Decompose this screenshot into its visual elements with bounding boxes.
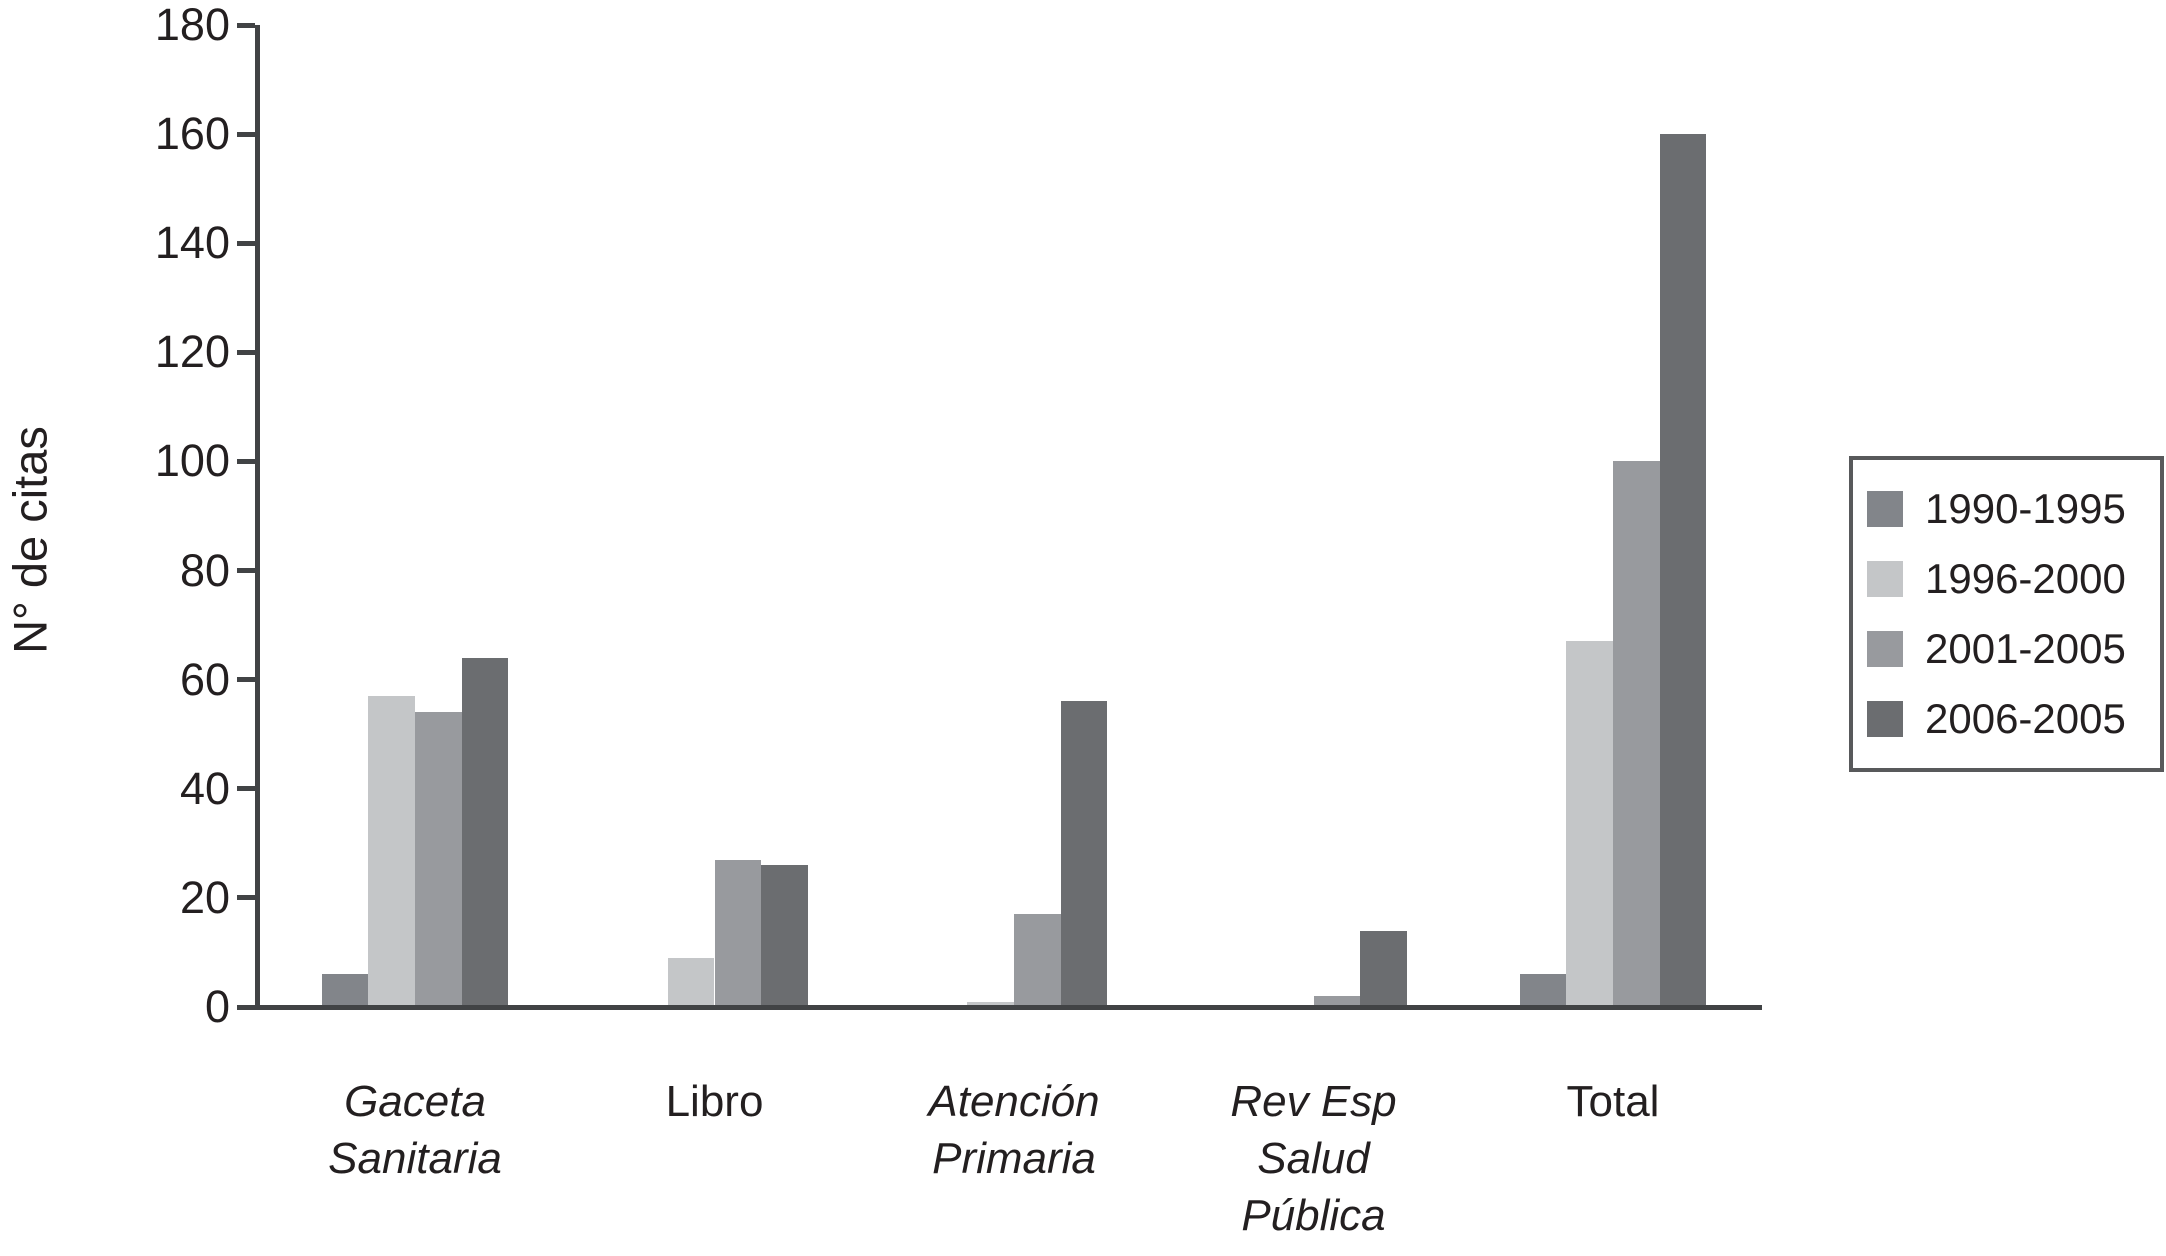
legend-label: 2006-2005	[1925, 695, 2126, 742]
legend-item: 1996-2000	[1867, 558, 2160, 600]
y-tick	[237, 786, 255, 792]
bar	[761, 865, 808, 1009]
y-tick-label: 140	[154, 217, 230, 269]
y-tick-label: 100	[154, 435, 230, 487]
bar	[1566, 641, 1613, 1009]
y-tick-label: 60	[179, 653, 230, 705]
legend-item: 1990-1995	[1867, 488, 2160, 530]
y-tick	[237, 677, 255, 683]
legend-label: 1990-1995	[1925, 485, 2126, 532]
y-tick-label: 160	[154, 108, 230, 160]
bar	[1519, 974, 1567, 1009]
y-tick-label: 0	[204, 981, 230, 1032]
legend-item: 2006-2005	[1867, 698, 2160, 740]
category-label: Rev Esp Salud Pública	[1230, 1077, 1397, 1240]
y-tick-label: 180	[154, 0, 230, 50]
bar	[321, 974, 369, 1009]
y-tick	[237, 458, 255, 464]
bar	[368, 696, 415, 1009]
y-tick-label: 20	[179, 871, 230, 923]
legend-swatch	[1867, 701, 1903, 737]
y-tick	[237, 22, 255, 28]
bar	[461, 657, 509, 1009]
category-label: Libro	[665, 1077, 764, 1126]
y-tick	[237, 240, 255, 246]
bar	[1613, 461, 1660, 1009]
y-tick	[237, 895, 255, 901]
bar	[1060, 701, 1108, 1009]
bar	[667, 957, 715, 1009]
legend-swatch	[1867, 561, 1903, 597]
category-label: Atención Primaria	[928, 1077, 1100, 1183]
bar	[1659, 134, 1707, 1009]
legend-label: 2001-2005	[1925, 625, 2126, 672]
legend-item: 2001-2005	[1867, 628, 2160, 670]
y-axis-line	[255, 25, 260, 1010]
y-tick-label: 80	[179, 544, 230, 596]
x-axis-line	[250, 1005, 1762, 1010]
y-tick-label: 120	[154, 326, 230, 378]
category-label: Gaceta Sanitaria	[328, 1077, 502, 1183]
category-label: Total	[1566, 1077, 1660, 1126]
y-tick	[237, 131, 255, 137]
y-tick	[237, 1004, 255, 1010]
legend-label: 1996-2000	[1925, 555, 2126, 602]
y-tick	[237, 349, 255, 355]
y-tick	[237, 568, 255, 574]
legend: 1990-1995 1996-2000 2001-2005 2006-2005	[1849, 456, 2164, 772]
legend-swatch	[1867, 631, 1903, 667]
bar	[714, 859, 762, 1009]
bar	[415, 712, 462, 1009]
bar	[1014, 914, 1061, 1009]
bar	[1360, 930, 1407, 1009]
legend-swatch	[1867, 491, 1903, 527]
y-tick-label: 40	[179, 762, 230, 814]
